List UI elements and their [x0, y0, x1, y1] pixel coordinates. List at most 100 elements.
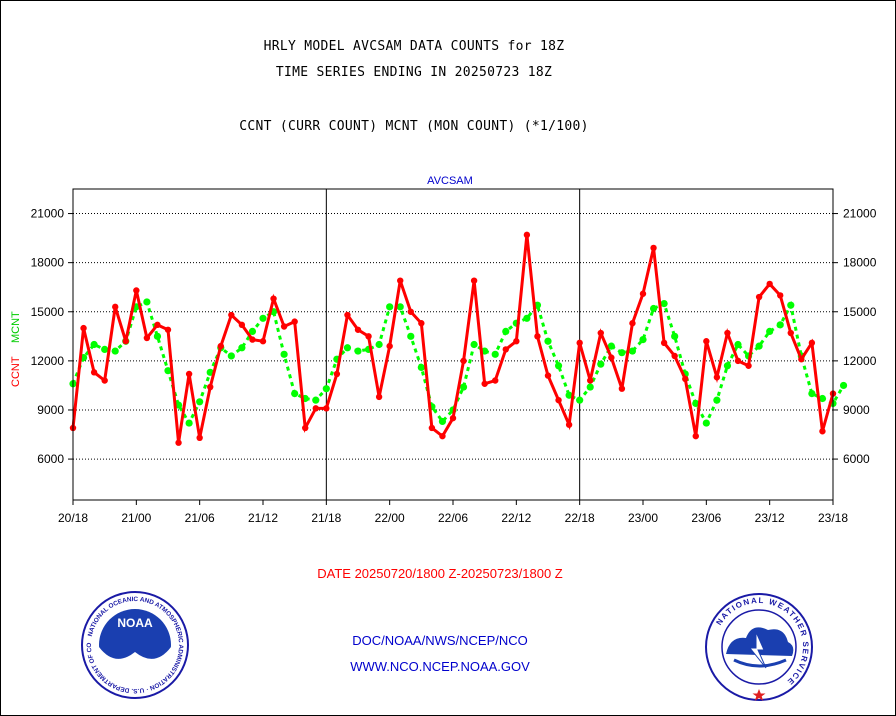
ccnt-point [671, 352, 678, 360]
mcnt-series-line [71, 299, 845, 427]
y-axis-label-mcnt: MCNT [10, 311, 22, 343]
mcnt-point [671, 332, 679, 340]
mcnt-point [238, 344, 246, 352]
ccnt-point [587, 377, 594, 384]
x-tick-label: 23/18 [818, 511, 848, 525]
mcnt-point [639, 335, 647, 344]
ccnt-point [724, 329, 731, 337]
mcnt-point [322, 385, 330, 393]
ccnt-point [185, 370, 193, 378]
x-tick-label: 20/18 [58, 511, 88, 525]
mcnt-point [491, 350, 499, 358]
mcnt-point [101, 345, 109, 354]
x-tick-label: 22/00 [375, 511, 405, 525]
ccnt-point [291, 318, 298, 325]
mcnt-point [502, 327, 510, 336]
mcnt-point [723, 362, 732, 370]
y-tick-label-left: 12000 [31, 354, 65, 368]
mcnt-point [396, 303, 404, 311]
mcnt-point [343, 344, 352, 352]
mcnt-point [576, 396, 584, 404]
ccnt-point [576, 339, 583, 347]
ccnt-point [481, 380, 488, 387]
mcnt-point [544, 337, 552, 345]
website-link[interactable]: WWW.NCO.NCEP.NOAA.GOV [350, 659, 530, 674]
ccnt-point [259, 338, 267, 345]
ccnt-point [513, 338, 520, 345]
ccnt-point [112, 303, 119, 311]
x-tick-label: 21/00 [121, 511, 151, 525]
ccnt-series-line [71, 234, 835, 443]
x-tick-label: 22/18 [565, 511, 595, 525]
ccnt-point [143, 334, 151, 342]
ccnt-point [175, 439, 182, 446]
mcnt-point [417, 363, 425, 372]
ccnt-point [650, 244, 657, 252]
ccnt-point [207, 383, 214, 391]
mcnt-point [554, 362, 563, 370]
mcnt-point [227, 352, 235, 360]
y-tick-label-left: 6000 [37, 452, 64, 466]
ccnt-point [375, 393, 383, 401]
ccnt-point [280, 323, 288, 330]
ccnt-point [682, 375, 689, 383]
mcnt-point [90, 340, 98, 349]
mcnt-point [755, 342, 763, 350]
ccnt-point [196, 434, 203, 441]
noaa-center-text: NOAA [117, 616, 153, 630]
ccnt-point [523, 231, 531, 239]
mcnt-point [702, 419, 710, 427]
ccnt-point [808, 339, 816, 347]
grid-layer [73, 189, 833, 500]
ccnt-point [439, 432, 446, 440]
panel-title: AVCSAM [427, 175, 473, 187]
mcnt-point [291, 390, 299, 398]
mcnt-point [164, 367, 172, 375]
ccnt-point [608, 354, 615, 361]
ccnt-point [555, 396, 562, 404]
ccnt-point [80, 324, 87, 332]
mcnt-point [618, 349, 626, 357]
ccnt-point [787, 329, 794, 337]
ccnt-point [745, 362, 752, 369]
x-tick-label: 21/06 [185, 511, 215, 525]
ccnt-point [365, 333, 372, 340]
ccnt-point [660, 339, 668, 347]
y-tick-label-right: 15000 [843, 305, 877, 319]
ccnt-point [534, 333, 541, 340]
ccnt-point [228, 311, 235, 319]
ccnt-point [90, 369, 98, 376]
y-tick-label-right: 12000 [843, 354, 877, 368]
mcnt-point [808, 390, 816, 398]
mcnt-point [386, 303, 394, 311]
ccnt-point [312, 405, 319, 412]
mcnt-point [649, 304, 658, 313]
chart-subtitle: TIME SERIES ENDING IN 20250723 18Z [275, 65, 553, 80]
mcnt-point [354, 347, 362, 355]
ccnt-point [238, 321, 246, 329]
series-description: CCNT (CURR COUNT) MCNT (MON COUNT) (*1/1… [239, 119, 589, 134]
org-path-label: DOC/NOAA/NWS/NCEP/NCO [352, 633, 528, 648]
mcnt-point [280, 350, 288, 358]
ccnt-point [428, 424, 436, 432]
mcnt-point [597, 360, 605, 368]
ccnt-point [122, 338, 129, 345]
mcnt-point [185, 419, 193, 427]
nws-star-icon [752, 689, 766, 701]
x-tick-label: 23/06 [691, 511, 721, 525]
mcnt-point [143, 298, 151, 306]
mcnt-point [259, 314, 267, 322]
mcnt-point [565, 391, 573, 399]
mcnt-point [153, 332, 162, 340]
y-tick-label-right: 6000 [843, 452, 870, 466]
ccnt-point [492, 377, 499, 384]
x-tick-label: 22/06 [438, 511, 468, 525]
mcnt-point [692, 399, 700, 408]
x-tick-label: 21/18 [311, 511, 341, 525]
mcnt-point [174, 401, 183, 409]
x-tick-label: 23/12 [755, 511, 785, 525]
ccnt-point [101, 377, 108, 384]
ccnt-point [344, 311, 351, 319]
ccnt-point [544, 372, 552, 379]
